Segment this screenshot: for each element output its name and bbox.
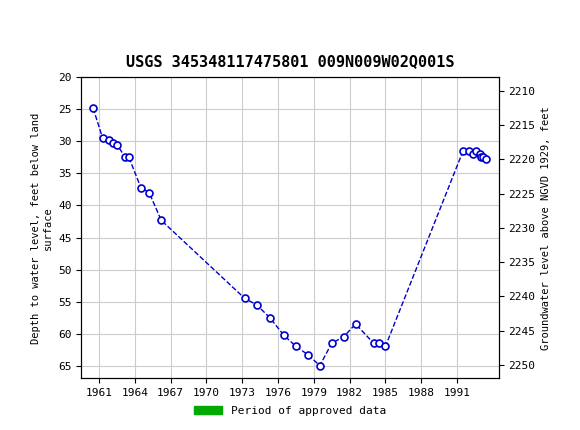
Legend: Period of approved data: Period of approved data [190, 401, 390, 420]
Bar [463, 379, 493, 384]
Bar [314, 379, 326, 384]
Bar [281, 379, 311, 384]
Text: ≡USGS: ≡USGS [6, 16, 64, 35]
Bar [350, 379, 388, 384]
Y-axis label: Depth to water level, feet below land
surface: Depth to water level, feet below land su… [31, 112, 52, 344]
Y-axis label: Groundwater level above NGVD 1929, feet: Groundwater level above NGVD 1929, feet [541, 106, 551, 350]
Bar [123, 379, 132, 384]
Bar [328, 379, 347, 384]
Text: USGS 345348117475801 009N009W02Q001S: USGS 345348117475801 009N009W02Q001S [126, 54, 454, 69]
Bar [272, 379, 278, 384]
Bar [93, 379, 119, 384]
Bar [242, 379, 266, 384]
